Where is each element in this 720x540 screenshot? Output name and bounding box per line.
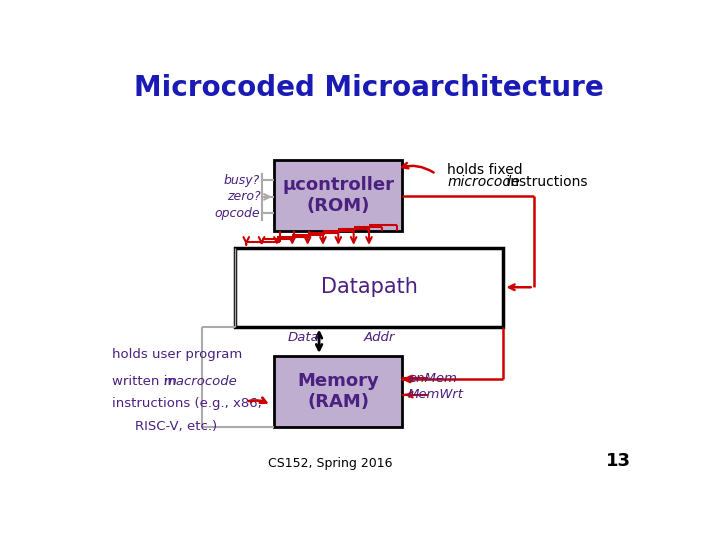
Text: macrocode: macrocode — [163, 375, 238, 388]
Text: Microcoded Microarchitecture: Microcoded Microarchitecture — [134, 73, 604, 102]
Text: opcode: opcode — [215, 207, 260, 220]
Text: busy?: busy? — [224, 174, 260, 187]
Text: instructions: instructions — [502, 176, 588, 190]
Text: holds user program: holds user program — [112, 348, 243, 361]
Bar — [274, 160, 402, 231]
Bar — [274, 356, 402, 427]
Text: enMem: enMem — [408, 372, 457, 385]
Text: 13: 13 — [606, 452, 631, 470]
Text: CS152, Spring 2016: CS152, Spring 2016 — [268, 457, 392, 470]
Text: RISC-V, etc.): RISC-V, etc.) — [135, 420, 217, 433]
Text: Datapath: Datapath — [320, 277, 418, 297]
Text: MemWrt: MemWrt — [408, 388, 464, 401]
Text: Addr: Addr — [364, 330, 395, 343]
Text: written in: written in — [112, 375, 181, 388]
Bar — [235, 248, 503, 327]
Text: μcontroller
(ROM): μcontroller (ROM) — [282, 177, 395, 215]
Text: microcode: microcode — [447, 176, 520, 190]
Text: holds fixed: holds fixed — [447, 163, 523, 177]
Text: Data: Data — [287, 330, 319, 343]
Text: zero?: zero? — [227, 191, 260, 204]
Text: instructions (e.g., x86,: instructions (e.g., x86, — [112, 397, 262, 410]
Text: Memory
(RAM): Memory (RAM) — [297, 372, 379, 410]
